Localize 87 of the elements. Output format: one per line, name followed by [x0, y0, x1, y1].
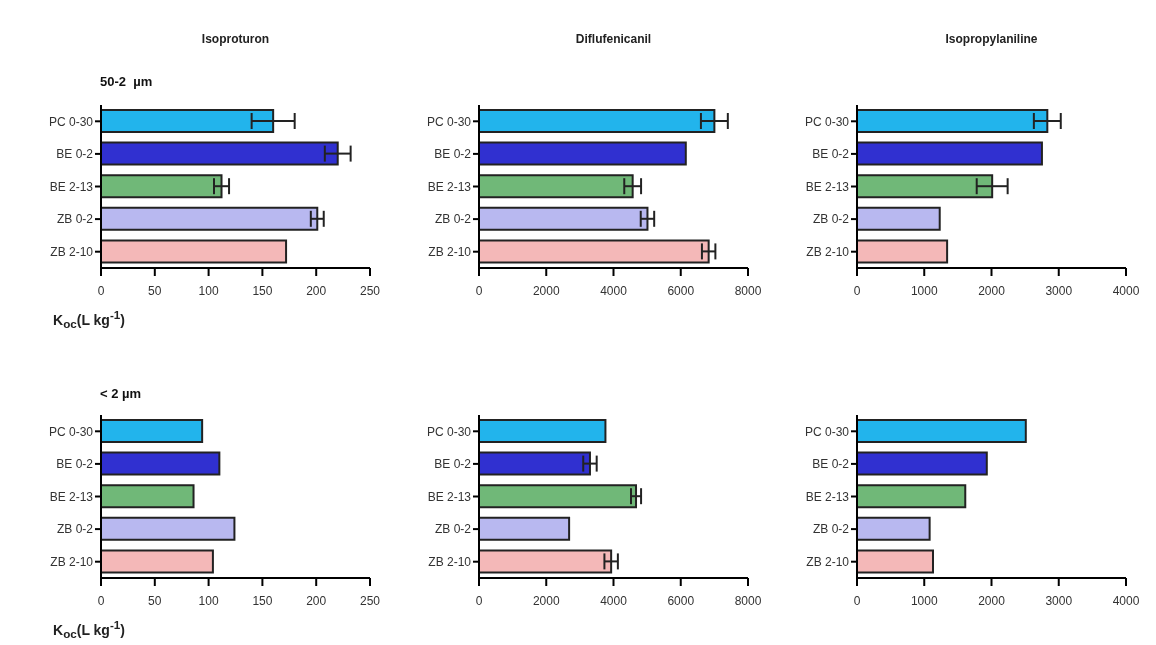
x-tick-label: 50 [148, 593, 162, 608]
x-tick-label: 2000 [532, 283, 560, 298]
y-tick-label: BE 2-13 [49, 489, 94, 504]
bar [857, 549, 934, 574]
x-tick-label: 250 [359, 593, 381, 608]
bar [857, 206, 941, 231]
x-tick-label: 0 [97, 593, 105, 608]
bar [101, 419, 204, 443]
y-tick-label: ZB 2-10 [428, 244, 472, 259]
y-tick-label: ZB 0-2 [434, 212, 472, 227]
chart-title: Diflufenicanil [574, 32, 653, 46]
x-tick-label: 4000 [600, 593, 628, 608]
x-tick-label: 6000 [667, 593, 695, 608]
bar [101, 516, 236, 541]
chart-subtitle: 50-2 µm [100, 74, 153, 89]
y-tick-label: ZB 0-2 [812, 522, 850, 537]
bar [857, 419, 1027, 443]
x-tick-label: 4000 [1112, 283, 1140, 298]
y-tick-label: ZB 2-10 [50, 244, 94, 259]
chart-title: Isopropylaniline [944, 32, 1039, 46]
x-tick-label: 2000 [978, 283, 1006, 298]
y-tick-label: BE 0-2 [56, 147, 94, 162]
x-tick-label: 150 [252, 593, 273, 608]
y-tick-label: BE 2-13 [427, 179, 472, 194]
bar [479, 141, 687, 166]
x-axis-title: K$_{oc}$(L kg$^{-1}$) [53, 308, 125, 331]
bar [857, 516, 931, 541]
x-tick-label: 1000 [910, 593, 938, 608]
x-tick-label: 3000 [1045, 593, 1073, 608]
x-tick-label: 6000 [667, 283, 695, 298]
y-tick-label: BE 2-13 [805, 179, 850, 194]
bar [101, 484, 195, 509]
x-tick-label: 8000 [734, 593, 762, 608]
y-tick-label: PC 0-30 [48, 424, 94, 439]
y-tick-label: PC 0-30 [48, 114, 94, 129]
y-tick-label: ZB 0-2 [56, 212, 94, 227]
x-tick-label: 150 [252, 283, 273, 298]
bar [857, 141, 1043, 166]
x-tick-label: 4000 [1112, 593, 1140, 608]
x-tick-label: 0 [97, 283, 105, 298]
y-tick-label: BE 0-2 [56, 457, 94, 472]
bar [857, 239, 949, 264]
y-tick-label: ZB 0-2 [812, 212, 850, 227]
y-tick-label: PC 0-30 [426, 424, 472, 439]
x-tick-label: 250 [359, 283, 381, 298]
x-tick-label: 3000 [1045, 283, 1073, 298]
x-tick-label: 100 [198, 593, 219, 608]
bar [101, 451, 221, 476]
x-tick-label: 0 [853, 283, 861, 298]
y-tick-label: BE 0-2 [434, 147, 472, 162]
x-tick-label: 1000 [910, 283, 938, 298]
bar [857, 484, 967, 509]
y-tick-label: BE 0-2 [812, 147, 850, 162]
bar [479, 516, 571, 541]
x-tick-label: 200 [306, 283, 327, 298]
y-tick-label: BE 2-13 [427, 489, 472, 504]
y-tick-label: BE 0-2 [812, 457, 850, 472]
y-tick-label: BE 2-13 [49, 179, 94, 194]
x-tick-label: 2000 [532, 593, 560, 608]
y-tick-label: ZB 0-2 [56, 522, 94, 537]
y-tick-label: ZB 2-10 [428, 554, 472, 569]
x-tick-label: 0 [853, 593, 861, 608]
x-axis-title: K$_{oc}$(L kg$^{-1}$) [53, 618, 125, 641]
y-tick-label: ZB 0-2 [434, 522, 472, 537]
y-tick-label: PC 0-30 [804, 114, 850, 129]
y-tick-label: PC 0-30 [804, 424, 850, 439]
y-tick-label: BE 0-2 [434, 457, 472, 472]
bar [479, 484, 638, 509]
x-tick-label: 4000 [600, 283, 628, 298]
y-tick-label: ZB 2-10 [50, 554, 94, 569]
y-tick-label: BE 2-13 [805, 489, 850, 504]
y-tick-label: PC 0-30 [426, 114, 472, 129]
chart-title: Isoproturon [200, 32, 271, 46]
x-tick-label: 0 [475, 283, 483, 298]
x-tick-label: 200 [306, 593, 327, 608]
x-tick-label: 2000 [978, 593, 1006, 608]
bar [479, 419, 607, 443]
chart-subtitle: < 2 µm [100, 386, 142, 401]
bar [101, 239, 288, 264]
bar [101, 549, 214, 574]
x-tick-label: 0 [475, 593, 483, 608]
x-tick-label: 50 [148, 283, 162, 298]
x-tick-label: 8000 [734, 283, 762, 298]
bar [857, 451, 988, 476]
x-tick-label: 100 [198, 283, 219, 298]
y-tick-label: ZB 2-10 [806, 554, 850, 569]
y-tick-label: ZB 2-10 [806, 244, 850, 259]
